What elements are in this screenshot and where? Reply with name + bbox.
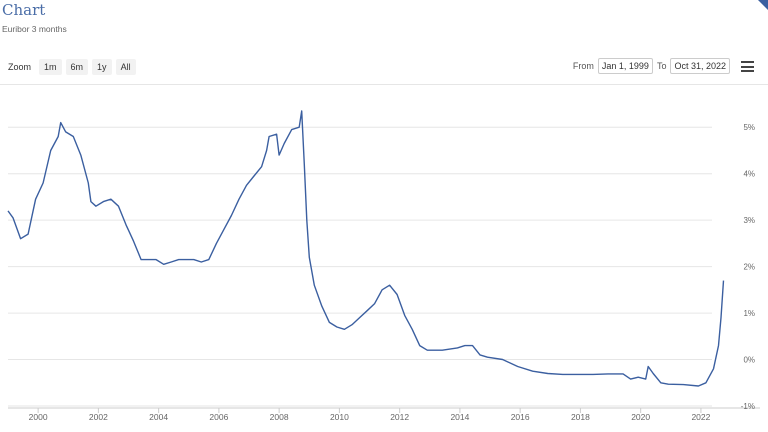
y-tick-label: 1% xyxy=(743,309,755,318)
zoom-controls: Zoom 1m 6m 1y All xyxy=(8,59,136,75)
from-label: From xyxy=(572,61,594,71)
y-tick-label: 0% xyxy=(743,356,755,365)
x-tick-label: 2002 xyxy=(89,412,108,422)
x-tick-label: 2010 xyxy=(330,412,349,422)
x-tick-label: 2014 xyxy=(450,412,469,422)
zoom-label: Zoom xyxy=(8,62,32,72)
x-tick-label: 2006 xyxy=(209,412,228,422)
x-tick-label: 2018 xyxy=(571,412,590,422)
y-tick-label: 2% xyxy=(743,263,755,272)
zoom-6m-button[interactable]: 6m xyxy=(65,59,89,75)
x-tick-label: 2012 xyxy=(390,412,409,422)
zoom-1m-button[interactable]: 1m xyxy=(39,59,62,75)
x-tick-label: 2008 xyxy=(270,412,289,422)
x-tick-label: 2000 xyxy=(29,412,48,422)
to-date-input[interactable]: Oct 31, 2022 xyxy=(670,58,730,74)
zoom-all-button[interactable]: All xyxy=(115,59,136,75)
y-tick-label: -1% xyxy=(741,402,755,411)
y-tick-label: 4% xyxy=(743,170,755,179)
to-label: To xyxy=(656,61,667,71)
x-tick-label: 2004 xyxy=(149,412,168,422)
date-range-selector: From Jan 1, 1999 To Oct 31, 2022 xyxy=(573,58,730,74)
series-line xyxy=(7,110,725,387)
x-tick-label: 2022 xyxy=(691,412,710,422)
page-title: Chart xyxy=(2,1,46,19)
y-tick-label: 3% xyxy=(743,216,755,225)
zoom-1y-button[interactable]: 1y xyxy=(92,59,112,75)
toolbar-divider xyxy=(0,84,768,85)
x-tick-label: 2020 xyxy=(631,412,650,422)
x-tick-label: 2016 xyxy=(511,412,530,422)
hamburger-menu-icon[interactable] xyxy=(741,61,754,72)
from-date-input[interactable]: Jan 1, 1999 xyxy=(597,58,653,74)
chart-subtitle: Euribor 3 months xyxy=(2,24,67,34)
corner-marker-icon xyxy=(758,0,768,10)
y-tick-label: 5% xyxy=(743,123,755,132)
